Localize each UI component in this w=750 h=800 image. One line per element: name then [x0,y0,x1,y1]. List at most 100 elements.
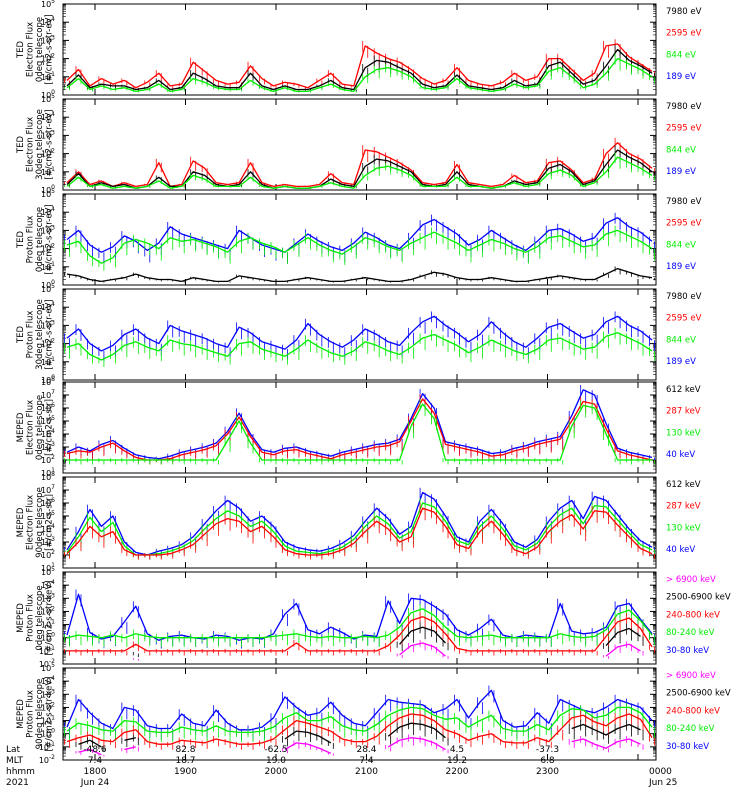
legend-label-black: 7980 eV [666,292,702,302]
series-red-line [66,43,653,89]
y-axis-label: TEDProton Flux30deg telescope[#/cm2-s-st… [16,299,55,370]
series-group [64,212,655,283]
y-tick-label: 102 [41,338,55,349]
y-axis-label: TEDElectron Flux30deg telescope[#/cm2-s-… [16,109,55,180]
y-tick-exponent: 4 [51,428,55,435]
xaxis-value: 18.7 [175,756,195,766]
y-tick-exponent: -2 [49,658,55,665]
y-axis-label: MEPEDProton Flux0deg telescope[#/cm2-s-s… [16,581,55,656]
legend-label-green: 130 keV [666,523,701,533]
y-tick-label: 103 [41,224,55,235]
legend-label-green: 844 eV [666,50,696,60]
xaxis-value: 28.4 [356,745,376,755]
y-tick-exponent: 2 [51,338,55,345]
y-tick-label: 104 [41,111,55,122]
legend-label-red: 287 keV [666,502,701,512]
y-tick-label: 102 [41,53,55,64]
legend-label-green: 844 eV [666,240,696,250]
y-tick-exponent: 1 [51,356,55,363]
y-tick-exponent: 0 [51,728,55,735]
y-tick-label: 102 [41,454,55,465]
y-tick-exponent: 7 [51,389,55,396]
y-tick-exponent: 5 [51,510,55,517]
y-tick-exponent: 1 [51,562,55,569]
xaxis-row-label: MLT [6,756,24,766]
legend-label-green: 844 eV [666,145,696,155]
series-group [64,385,655,465]
y-tick-exponent: 7 [51,484,55,491]
y-tick-exponent: 3 [51,34,55,41]
legend-label-red: 2595 eV [666,124,702,134]
legend-label-black: 7980 eV [666,7,702,17]
series-group [64,685,655,757]
y-tick-label: 100 [41,632,55,643]
y-tick-exponent: 0 [51,89,55,96]
y-tick-label: 10-1 [39,741,55,752]
series-group [64,487,655,560]
y-tick-label: 100 [41,89,55,100]
y-tick-exponent: 2 [51,243,55,250]
xaxis-row-label: 2021 [6,778,29,788]
y-tick-exponent: 5 [51,415,55,422]
legend-label-blue: 30-80 keV [666,742,709,752]
xaxis-value: 0000 [649,767,672,777]
y-tick-label: 103 [41,319,55,330]
y-axis-label-line: [#/cm2-s-str-eV] [44,109,54,179]
legend-label-red: 240-800 keV [666,706,720,716]
y-tick-label: 106 [41,497,55,508]
series-green-line [66,57,653,93]
y-tick-label: 101 [41,715,55,726]
legend-label-red: 287 keV [666,407,701,417]
series-magenta-line [78,737,641,756]
y-tick-exponent: -1 [49,645,55,652]
y-tick-exponent: 2 [51,701,55,708]
legend-label-green: 844 eV [666,335,696,345]
y-tick-exponent: 5 [51,662,55,669]
y-axis-label: MEPEDElectron Flux0deg telescope[#/cm2-s… [16,395,55,460]
y-tick-label: 104 [41,579,55,590]
y-axis-label-line: 90deg telescope [35,679,45,750]
y-tick-exponent: 4 [51,206,55,213]
series-green-line [67,403,652,461]
y-axis-label-line: TED [16,230,26,249]
y-tick-exponent: 3 [51,129,55,136]
y-tick-label: 105 [41,415,55,426]
plot-frame [62,3,657,96]
y-tick-label: 103 [41,34,55,45]
y-axis-label-line: 90deg telescope [35,487,45,558]
series-red-line [66,713,653,745]
y-tick-label: 101 [41,467,55,478]
y-axis-label: TEDElectron Flux0deg telescope[#/cm2-s-s… [16,14,55,84]
legend-label-red: 240-800 keV [666,610,720,620]
y-tick-exponent: 1 [51,467,55,474]
xaxis-value: 82.8 [175,745,195,755]
y-tick-label: 102 [41,605,55,616]
y-tick-label: 104 [41,301,55,312]
legend-label-magenta: > 6900 keV [666,575,716,585]
y-axis-label-line: 0deg telescope [35,17,45,82]
y-tick-exponent: 4 [51,301,55,308]
y-axis-label: MEPEDElectron Flux90deg telescope[#/cm2-… [16,487,55,558]
y-tick-exponent: 3 [51,441,55,448]
y-tick-label: 101 [41,71,55,82]
legend-label-black: 612 keV [666,385,701,395]
series-blue-line [66,217,653,253]
y-tick-label: 104 [41,428,55,439]
xaxis-value: -48.6 [83,745,107,755]
y-tick-label: 103 [41,129,55,140]
xaxis-value: 2300 [536,767,559,777]
y-tick-exponent: 6 [51,402,55,409]
series-magenta-line [399,642,641,657]
y-tick-exponent: 4 [51,16,55,23]
y-tick-label: 105 [41,662,55,673]
y-tick-exponent: 8 [51,471,55,478]
y-axis-label-line: 0deg telescope [35,585,45,650]
y-tick-exponent: 4 [51,675,55,682]
xaxis-value: 7.4 [359,756,374,766]
series-green-line [66,608,653,639]
y-axis-label-line: 30deg telescope [35,109,45,180]
